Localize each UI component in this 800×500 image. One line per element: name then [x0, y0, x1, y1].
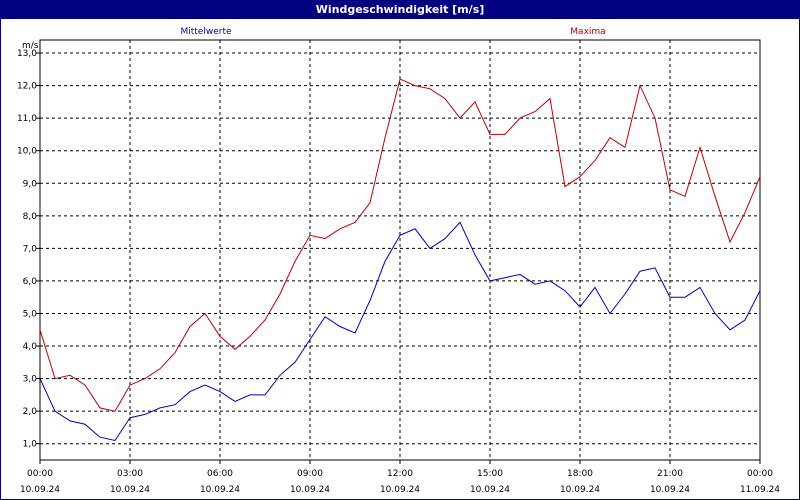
series-lines: [39, 78, 761, 442]
x-tick-date: 10.09.24: [380, 485, 420, 495]
y-tick-label: 4,0: [23, 342, 38, 352]
legend-maxima: Maxima: [570, 27, 605, 37]
y-tick-label: 8,0: [23, 212, 38, 222]
y-tick-label: 10,0: [17, 147, 37, 157]
y-tick-label: 2,0: [23, 407, 38, 417]
x-tick-date: 10.09.24: [650, 485, 690, 495]
y-axis: 1,0 2,0 3,0 4,0 5,0 6,0 7,0 8,0 9,0 10,0 11,0 12,0 1…: [17, 49, 40, 450]
y-tick-label: 6,0: [23, 277, 38, 287]
x-tick-time: 06:00: [207, 469, 233, 479]
x-tick-time: 21:00: [657, 469, 683, 479]
x-tick-time: 00:00: [747, 469, 773, 479]
x-tick-time: 00:00: [27, 469, 53, 479]
y-axis-label: m/s: [22, 41, 39, 51]
y-tick-label: 5,0: [23, 309, 38, 319]
x-tick-time: 03:00: [117, 469, 143, 479]
series-line-mittelwerte: [39, 221, 761, 442]
legend: Mittelwerte Maxima: [180, 27, 605, 37]
x-tick-time: 09:00: [297, 469, 323, 479]
y-tick-label: 3,0: [23, 375, 38, 385]
y-tick-label: 7,0: [23, 244, 38, 254]
grid-lines: [40, 40, 760, 460]
x-tick-time: 12:00: [387, 469, 413, 479]
y-tick-label: 13,0: [17, 49, 37, 59]
y-tick-label: 9,0: [23, 179, 38, 189]
y-tick-label: 11,0: [17, 114, 37, 124]
x-tick-date: 10.09.24: [560, 485, 600, 495]
series-line-maxima: [39, 78, 761, 412]
x-tick-time: 18:00: [567, 469, 593, 479]
y-tick-label: 12,0: [17, 82, 37, 92]
x-tick-time: 15:00: [477, 469, 503, 479]
x-tick-date: 10.09.24: [200, 485, 240, 495]
x-tick-date: 10.09.24: [20, 485, 60, 495]
legend-mittelwerte: Mittelwerte: [180, 27, 231, 37]
x-tick-date: 11.09.24: [740, 485, 780, 495]
x-axis: 00:00 10.09.24 03:00 10.09.24 06:00 10.09.24 0…: [20, 460, 780, 495]
chart-title: Windgeschwindigkeit [m/s]: [1, 1, 799, 19]
y-tick-label: 1,0: [23, 440, 38, 450]
x-tick-date: 10.09.24: [290, 485, 330, 495]
x-tick-date: 10.09.24: [470, 485, 510, 495]
x-tick-date: 10.09.24: [110, 485, 150, 495]
